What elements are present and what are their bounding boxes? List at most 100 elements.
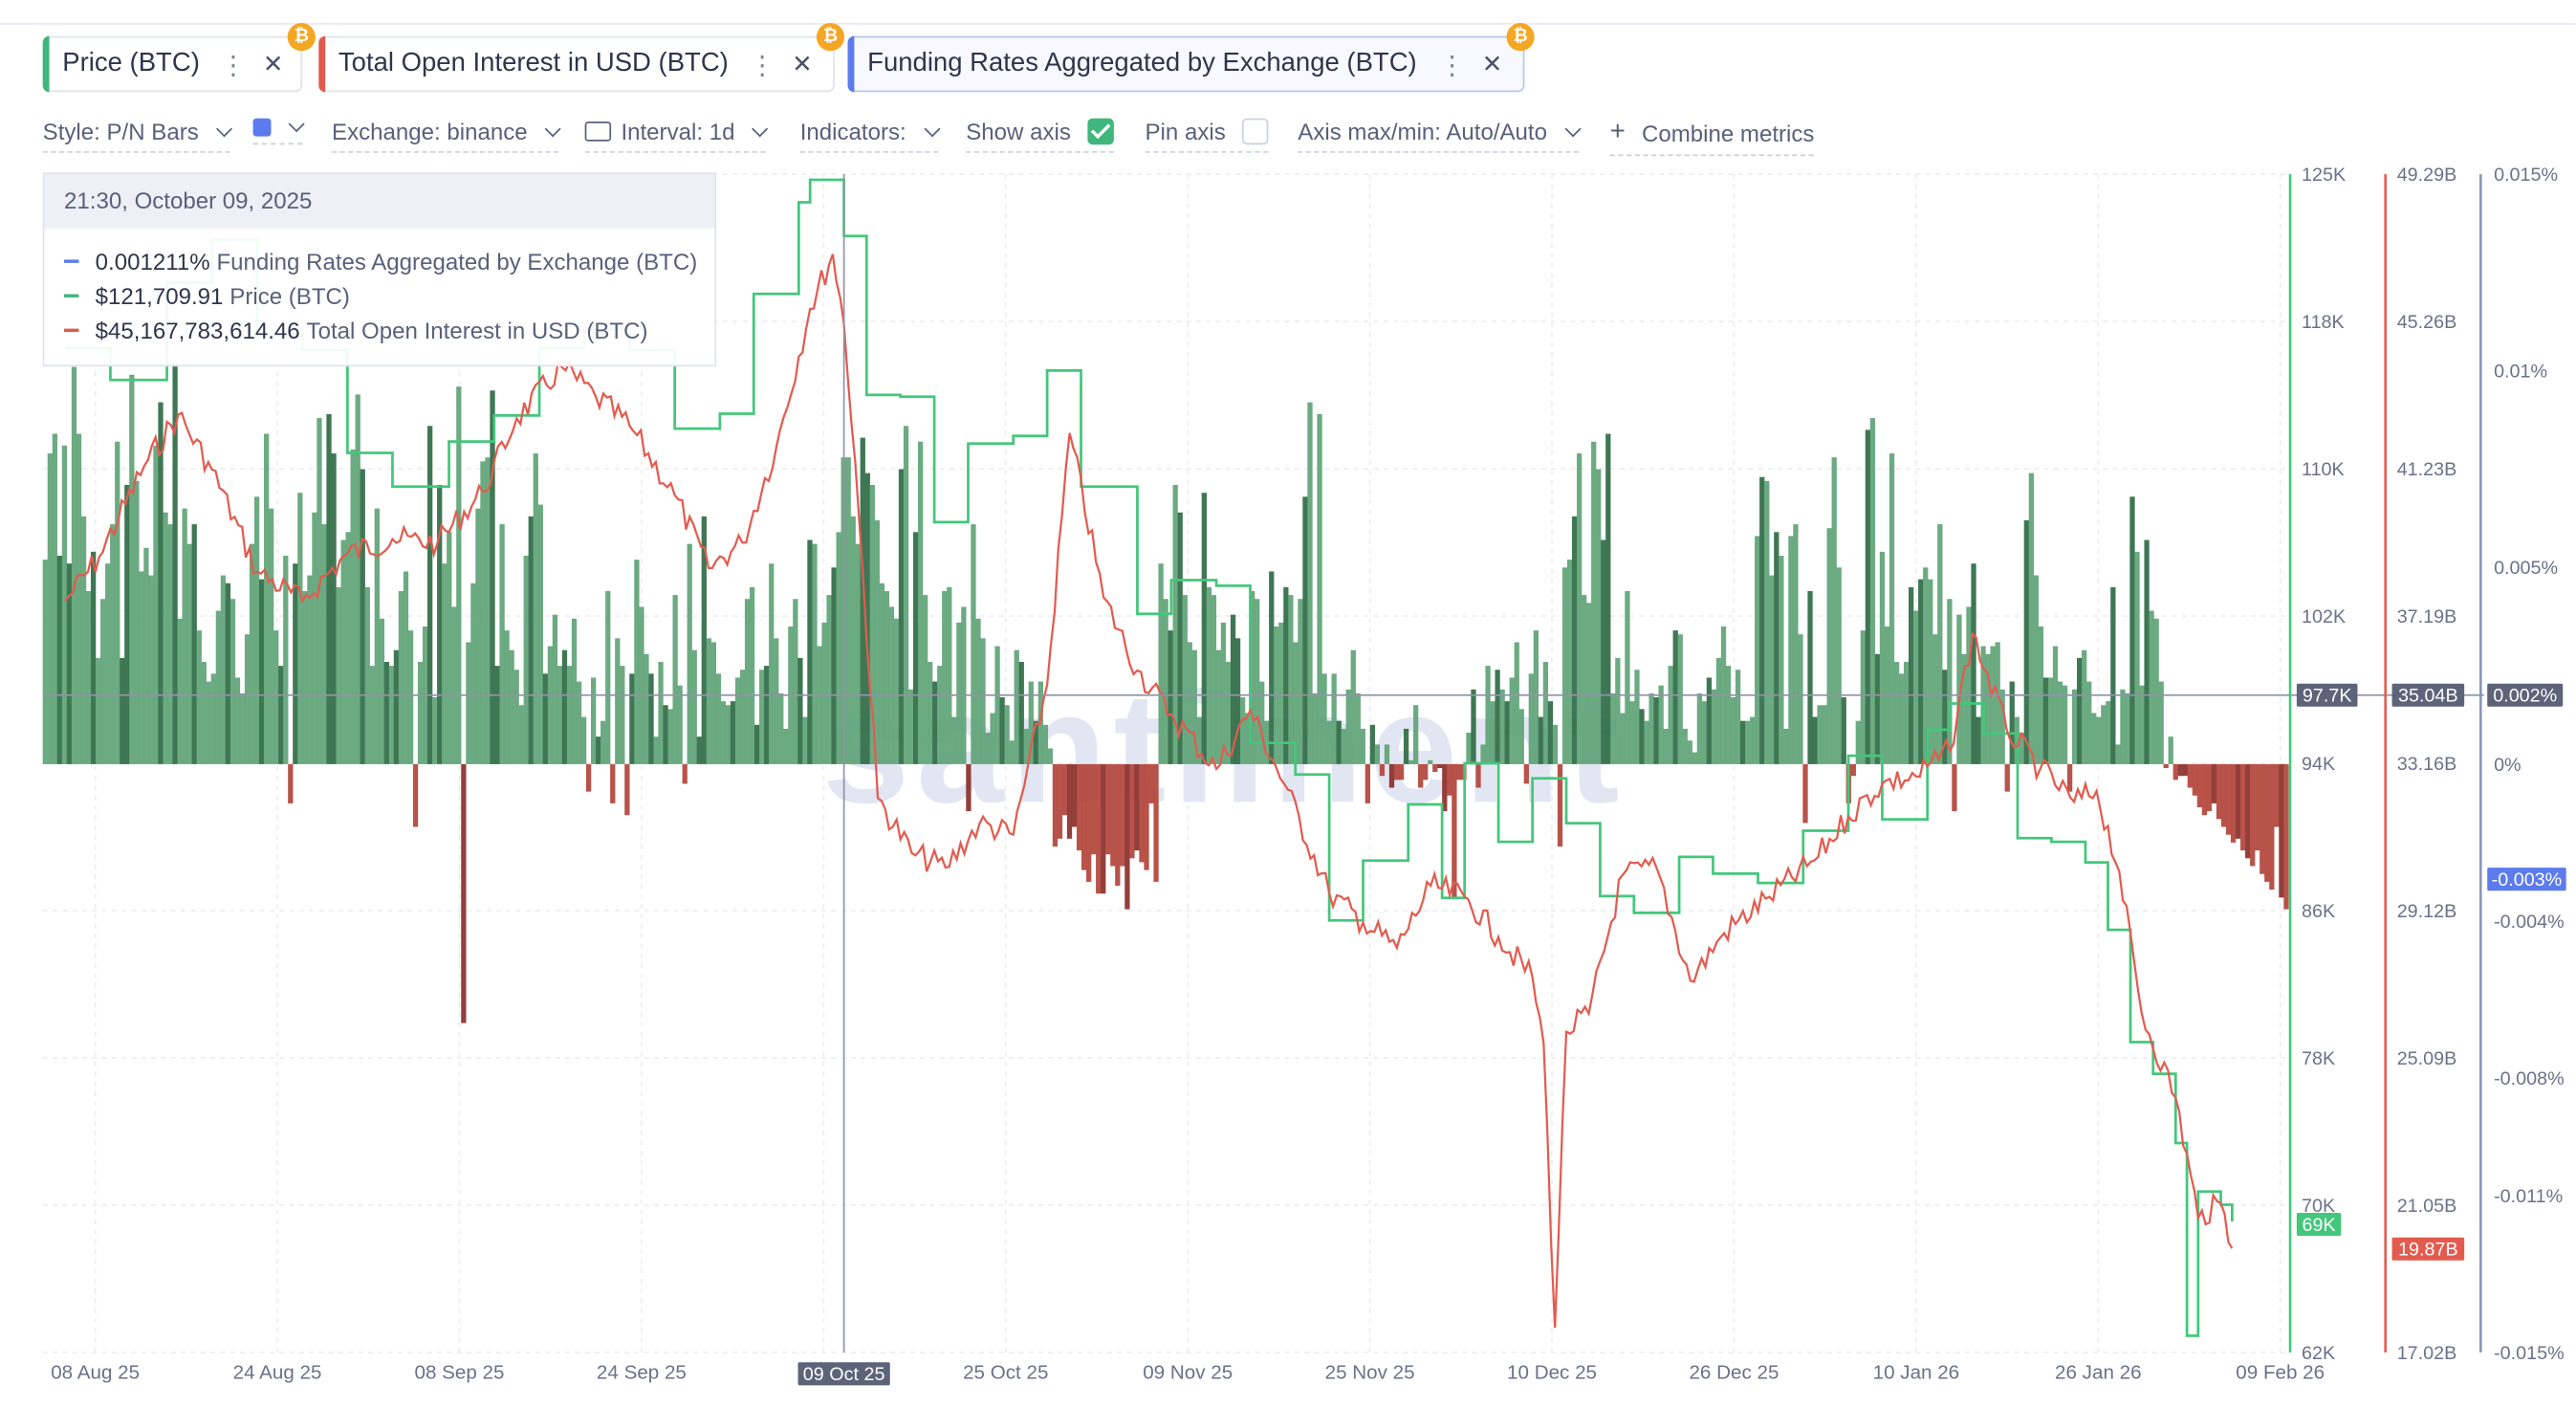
funding-bar [513, 670, 519, 764]
x-tick-label: 09 Feb 26 [2236, 1361, 2325, 1383]
funding-bar [600, 720, 606, 764]
funding-bar [393, 649, 400, 764]
funding-bar [1601, 539, 1606, 764]
price-tick-label: 102K [2302, 606, 2346, 627]
tooltip-value: $121,709.91 [95, 282, 224, 310]
funding-bar [1307, 402, 1313, 764]
funding-bar [110, 524, 116, 764]
series-marker [64, 259, 79, 263]
funding-bar [1860, 630, 1867, 764]
funding-bar [2134, 551, 2140, 764]
funding-bar [942, 590, 948, 764]
funding-bar [388, 666, 395, 764]
funding-bar [615, 638, 621, 764]
combine-metrics-button[interactable]: + Combine metrics [1609, 119, 1815, 157]
funding-bar [2274, 763, 2280, 827]
indicators-dropdown[interactable]: Indicators: [799, 119, 940, 153]
funding-bar [1374, 744, 1381, 764]
close-icon[interactable]: ✕ [792, 51, 813, 79]
funding-bar [225, 583, 231, 764]
funding-bar [1966, 606, 1972, 764]
funding-bar [1610, 693, 1616, 764]
funding-bar [725, 705, 731, 764]
more-options-icon[interactable]: ⋮ [220, 52, 247, 81]
interval-dropdown[interactable]: Interval: 1d [584, 119, 769, 153]
funding-bar [1153, 763, 1159, 882]
funding-bar [1783, 728, 1789, 764]
close-icon[interactable]: ✕ [1481, 51, 1503, 79]
funding-bar [297, 493, 303, 764]
funding-bar [759, 670, 765, 764]
funding-bar [2158, 681, 2164, 764]
funding-bar [753, 724, 760, 764]
funding-bar [1124, 763, 1130, 910]
funding-bar [812, 543, 818, 764]
funding-bar [2230, 763, 2237, 843]
funding-bar [1999, 689, 2005, 764]
tab-price[interactable]: Price (BTC) ⋮ ✕ ₿ [42, 23, 316, 93]
funding-bar [264, 433, 270, 764]
funding-bar [903, 426, 909, 764]
funding-bar [42, 560, 48, 764]
funding-bar [76, 433, 82, 764]
funding-bar [797, 657, 803, 764]
show-axis-label: Show axis [966, 118, 1071, 145]
funding-bar [2279, 763, 2284, 898]
more-options-icon[interactable]: ⋮ [1439, 52, 1466, 81]
funding-bar [383, 661, 390, 764]
funding-bar [769, 563, 775, 764]
funding-bar [648, 673, 654, 764]
funding-bar [1091, 763, 1097, 855]
open-interest-tick-label: 17.02B [2397, 1343, 2457, 1364]
pin-axis-checkbox[interactable] [1241, 118, 1269, 145]
funding-bar [1841, 697, 1846, 764]
tooltip-series-name: Total Open Interest in USD (BTC) [306, 317, 648, 344]
funding-bar [374, 508, 380, 764]
current-funding-badge-box [2487, 868, 2566, 891]
close-icon[interactable]: ✕ [262, 51, 284, 79]
funding-bar [288, 763, 294, 803]
funding-bar [802, 716, 808, 764]
funding-bar [355, 394, 360, 764]
funding-bar [2009, 681, 2015, 764]
color-dropdown[interactable] [252, 116, 305, 145]
funding-bar [2264, 763, 2270, 882]
show-axis-checkbox[interactable] [1087, 118, 1114, 145]
funding-bar [1428, 759, 1433, 764]
axis-maxmin-dropdown[interactable]: Axis max/min: Auto/Auto [1298, 119, 1582, 153]
funding-bar [239, 693, 246, 764]
funding-bar [2177, 763, 2183, 777]
funding-bar [749, 586, 755, 764]
funding-bar [855, 543, 861, 764]
funding-bar [85, 590, 92, 764]
top-divider [0, 23, 2576, 25]
funding-bar [2144, 539, 2150, 764]
funding-bar [1047, 748, 1054, 764]
tab-funding-rates[interactable]: Funding Rates Aggregated by Exchange (BT… [847, 23, 1535, 93]
funding-bar [620, 666, 625, 764]
funding-bar [1750, 716, 1756, 764]
funding-bar [730, 701, 736, 764]
funding-bar [884, 590, 890, 764]
bitcoin-icon: ₿ [287, 23, 316, 52]
funding-bar [1158, 563, 1164, 764]
funding-bar [2182, 763, 2188, 777]
funding-bar [2062, 685, 2068, 764]
funding-bar [1826, 528, 1832, 764]
funding-bar [253, 496, 260, 764]
exchange-dropdown[interactable]: Exchange: binance [332, 119, 561, 153]
funding-bar [1234, 638, 1241, 764]
pin-axis-toggle[interactable]: Pin axis [1145, 118, 1269, 153]
more-options-icon[interactable]: ⋮ [749, 52, 775, 81]
funding-bar [1057, 763, 1063, 839]
funding-bar [456, 386, 462, 764]
funding-bar [710, 642, 717, 764]
funding-bar [537, 504, 543, 764]
show-axis-toggle[interactable]: Show axis [966, 118, 1114, 153]
style-dropdown[interactable]: Style: P/N Bars [42, 119, 232, 153]
funding-bar [312, 512, 317, 764]
funding-bar [1423, 763, 1429, 780]
tab-open-interest[interactable]: Total Open Interest in USD (BTC) ⋮ ✕ ₿ [318, 23, 845, 93]
funding-bar [821, 622, 827, 764]
